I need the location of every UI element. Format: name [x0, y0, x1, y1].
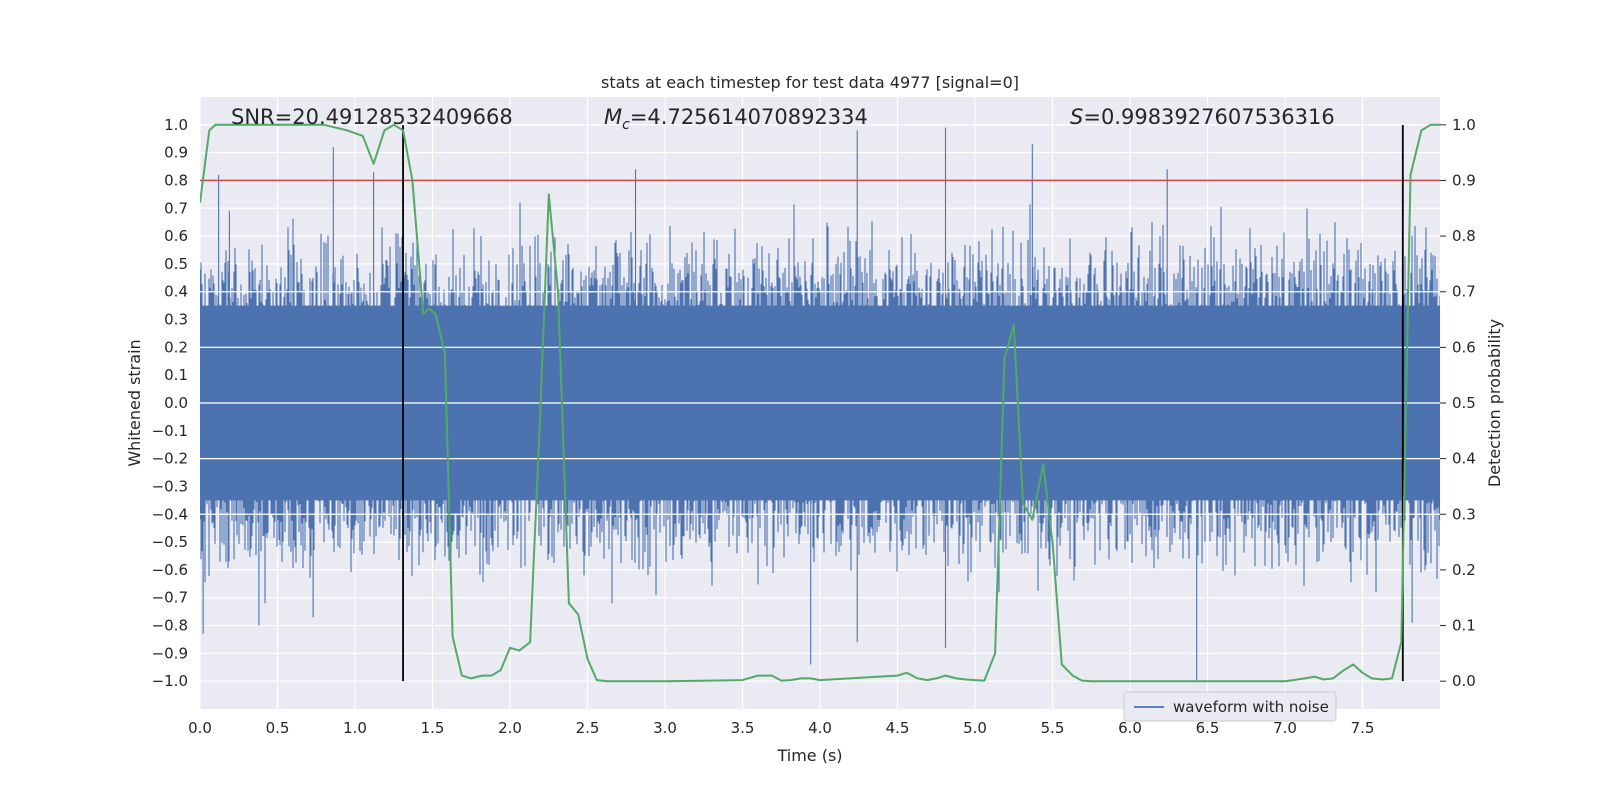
y2-tick-label: 0.2 [1452, 561, 1476, 579]
y-tick-label: 0.2 [164, 338, 188, 356]
x-tick-label: 7.5 [1351, 719, 1375, 737]
y-tick-label: −0.6 [152, 561, 188, 579]
snr-annotation: SNR=20.49128532409668 [231, 105, 513, 129]
x-tick-label: 2.0 [498, 719, 522, 737]
y-tick-label: 0.4 [164, 283, 188, 301]
x-tick-label: 1.5 [421, 719, 445, 737]
y-tick-label: −0.7 [152, 589, 188, 607]
chirp-mass-annotation: Mc=4.725614070892334 [604, 105, 868, 133]
y2-tick-label: 1.0 [1452, 116, 1476, 134]
x-tick-label: 4.0 [808, 719, 832, 737]
y2-tick-label: 0.5 [1452, 394, 1476, 412]
x-tick-label: 0.5 [266, 719, 290, 737]
chirp-mass-subscript: c [622, 117, 630, 133]
y-tick-label: 0.6 [164, 227, 188, 245]
y-tick-label: 0.5 [164, 255, 188, 273]
y-tick-label: −0.1 [152, 422, 188, 440]
x-tick-label: 7.0 [1273, 719, 1297, 737]
chirp-mass-value: =4.725614070892334 [630, 105, 868, 129]
y2-tick-label: 0.7 [1452, 283, 1476, 301]
score-annotation: S=0.9983927607536316 [1070, 105, 1335, 129]
y-tick-label: 0.0 [164, 394, 188, 412]
y-tick-label: 0.7 [164, 199, 188, 217]
y-tick-label: −0.3 [152, 477, 188, 495]
x-tick-label: 6.0 [1118, 719, 1142, 737]
x-tick-label: 4.5 [886, 719, 910, 737]
probability-series [200, 123, 1440, 683]
y-axis-label: Whitened strain [125, 339, 144, 466]
y-tick-label: 0.8 [164, 171, 188, 189]
x-tick-label: 0.0 [188, 719, 212, 737]
y-tick-label: −0.8 [152, 617, 188, 635]
y2-tick-label: 0.0 [1452, 672, 1476, 690]
chirp-mass-symbol: M [604, 105, 622, 129]
y2-tick-label: 0.3 [1452, 505, 1476, 523]
y2-tick-label: 0.6 [1452, 338, 1476, 356]
legend: waveform with noise [1123, 691, 1337, 722]
y2-tick-label: 0.9 [1452, 171, 1476, 189]
x-tick-label: 6.5 [1196, 719, 1220, 737]
legend-entry: waveform with noise [1173, 698, 1329, 716]
y2-axis-label: Detection probability [1485, 319, 1504, 487]
x-axis-label: Time (s) [776, 746, 842, 765]
score-value: =0.9983927607536316 [1083, 105, 1334, 129]
x-tick-label: 3.0 [653, 719, 677, 737]
x-tick-label: 3.5 [731, 719, 755, 737]
y-tick-label: −1.0 [152, 672, 188, 690]
y-tick-label: 0.3 [164, 311, 188, 329]
probability-line [200, 123, 1440, 683]
y-tick-label: 1.0 [164, 116, 188, 134]
x-tick-label: 5.0 [963, 719, 987, 737]
axis-ticks: 0.0 0.5 1.0 1.5 2.0 2.5 3.0 3.5 4.0 4.5 5.0 5.5 6.0 6… [152, 116, 1476, 737]
x-tick-label: 2.5 [576, 719, 600, 737]
x-tick-label: 5.5 [1041, 719, 1065, 737]
score-symbol: S [1070, 105, 1083, 129]
y-tick-label: −0.9 [152, 644, 188, 662]
y2-tick-label: 0.4 [1452, 450, 1476, 468]
chart-title: stats at each timestep for test data 497… [601, 73, 1019, 92]
y-tick-label: −0.4 [152, 505, 188, 523]
y-tick-label: 0.9 [164, 144, 188, 162]
waveform-series [200, 127, 1440, 682]
x-tick-label: 1.0 [343, 719, 367, 737]
y-tick-label: −0.5 [152, 533, 188, 551]
y2-tick-label: 0.1 [1452, 617, 1476, 635]
y2-tick-label: 0.8 [1452, 227, 1476, 245]
y-tick-label: 0.1 [164, 366, 188, 384]
y-tick-label: −0.2 [152, 450, 188, 468]
legend-box [1123, 691, 1337, 722]
